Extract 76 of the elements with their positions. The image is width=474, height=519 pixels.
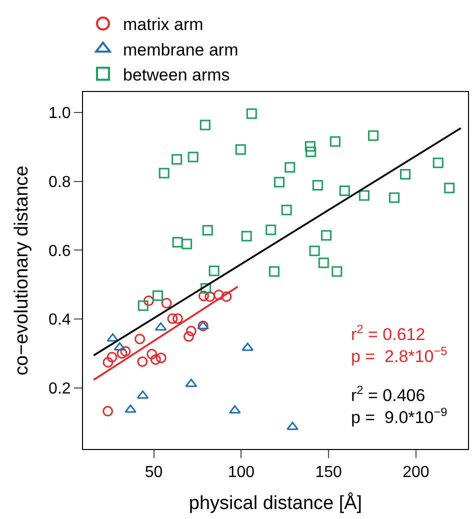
point — [304, 141, 316, 152]
y-tick-label: 1.0 — [48, 105, 71, 122]
point — [172, 237, 183, 248]
point — [286, 422, 298, 430]
point — [136, 390, 149, 399]
point — [284, 162, 296, 173]
point — [266, 224, 276, 236]
point — [318, 258, 329, 268]
point — [172, 154, 182, 165]
point — [400, 168, 411, 180]
point — [235, 144, 246, 155]
point — [268, 266, 280, 277]
point — [167, 313, 178, 324]
point — [114, 342, 126, 351]
point — [306, 146, 316, 158]
point — [204, 291, 216, 302]
point — [137, 356, 148, 367]
annotation: r$^{2}$ = 0.406 p = 9.0*10$^{−9}$ — [351, 383, 448, 428]
x-axis-title: physical distance [Å] — [188, 492, 362, 514]
x-tick-label: 50 — [144, 464, 163, 482]
point — [214, 290, 224, 300]
point — [102, 357, 114, 368]
point — [200, 283, 212, 294]
legend-label: matrix arm — [123, 15, 204, 34]
point — [186, 326, 196, 336]
point — [156, 352, 166, 364]
point — [138, 300, 148, 311]
point — [188, 152, 198, 162]
point — [330, 136, 340, 147]
legend-label: between arms — [123, 65, 230, 84]
point — [339, 185, 350, 196]
point — [143, 296, 154, 306]
point — [312, 180, 323, 190]
point — [200, 120, 210, 130]
point — [106, 333, 119, 342]
point — [198, 290, 210, 302]
point — [358, 190, 370, 201]
point — [241, 230, 252, 242]
y-axis-title: co−evolutionary distance — [11, 166, 32, 376]
point — [432, 158, 444, 168]
point — [116, 348, 128, 359]
legend-label: membrane arm — [123, 40, 238, 60]
point — [124, 404, 136, 413]
point — [389, 192, 400, 203]
y-tick-label: 0.2 — [48, 380, 71, 398]
point — [281, 204, 292, 216]
point — [120, 346, 131, 357]
point — [172, 313, 183, 324]
point — [321, 230, 332, 241]
point — [150, 354, 161, 365]
point — [183, 331, 194, 342]
point — [154, 322, 167, 331]
point — [106, 352, 118, 362]
point — [221, 291, 232, 302]
x-tick-label: 200 — [402, 464, 430, 482]
point — [146, 348, 158, 360]
point — [158, 168, 170, 178]
point — [152, 290, 164, 301]
point — [444, 182, 455, 194]
point — [274, 176, 285, 188]
point — [368, 130, 379, 141]
y-tick-label: 0.6 — [48, 242, 71, 260]
point — [208, 266, 220, 276]
point — [161, 298, 172, 308]
point — [182, 238, 192, 250]
point — [332, 266, 342, 277]
point — [309, 246, 320, 256]
point — [134, 334, 146, 344]
x-tick-label: 150 — [315, 464, 342, 482]
point — [102, 406, 114, 416]
y-tick-label: 0.8 — [48, 174, 71, 192]
point — [202, 225, 213, 236]
y-tick-label: 0.4 — [48, 312, 71, 329]
annotation: r$^{2}$ = 0.612 p = 2.8*10$^{−5}$ — [351, 322, 448, 366]
x-tick-label: 100 — [228, 464, 255, 482]
point — [246, 108, 257, 119]
